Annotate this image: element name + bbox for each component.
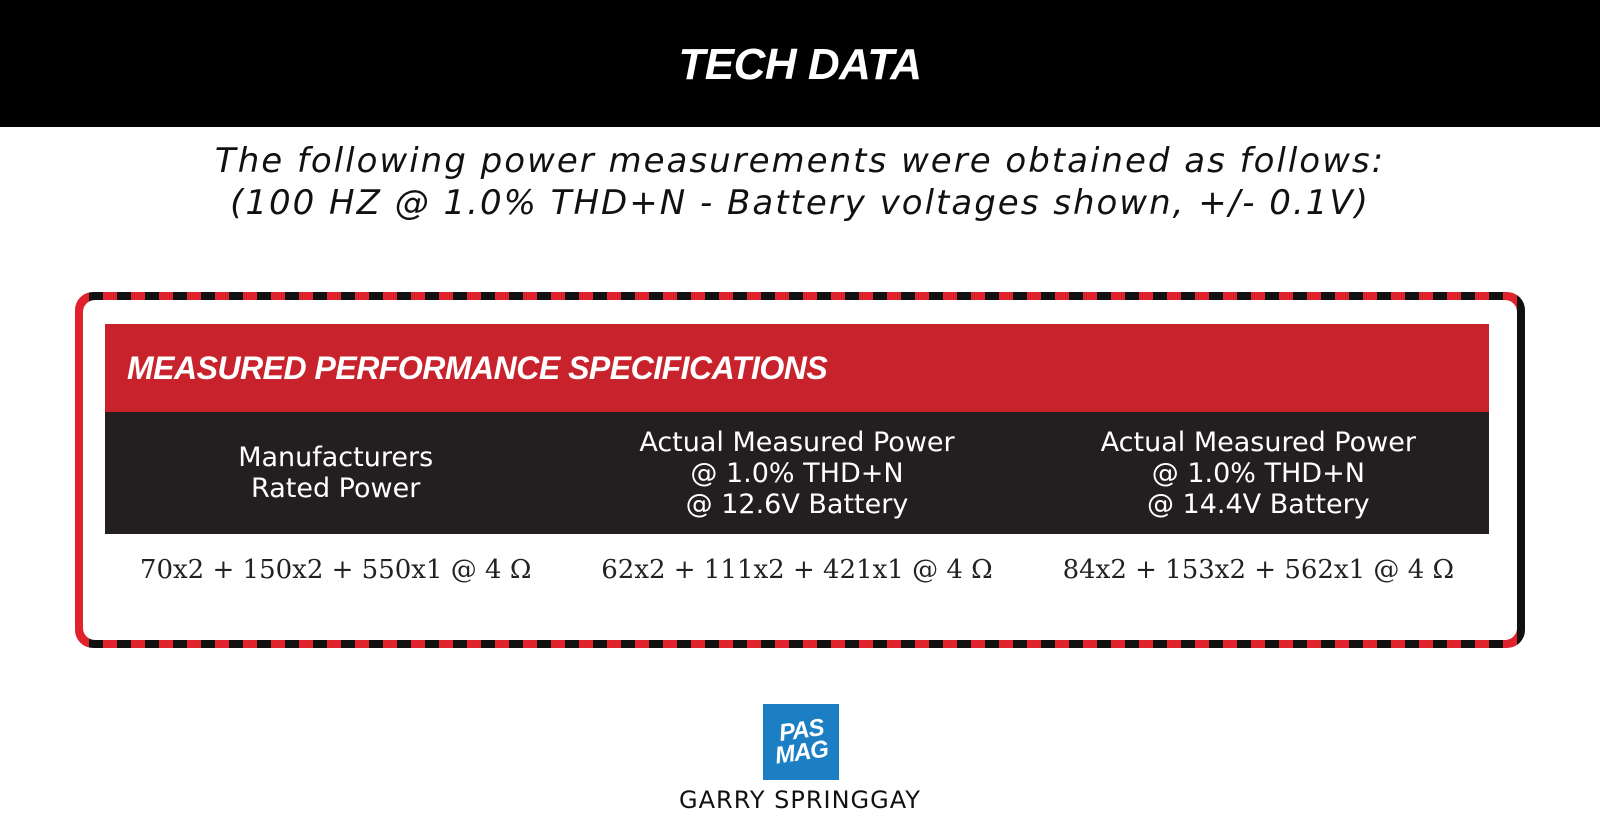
logo-text-bottom: MAG xyxy=(772,735,830,770)
column-header-line: @ 12.6V Battery xyxy=(685,488,909,520)
cell-measured-14-4v: 84x2 + 153x2 + 562x1 @ 4 Ω xyxy=(1062,555,1455,585)
column-header-line: Rated Power xyxy=(251,473,421,504)
subtitle-line-1: The following power measurements were ob… xyxy=(214,141,1386,181)
column-header-line: Manufacturers xyxy=(238,442,434,473)
column-header-rated-power: Manufacturers Rated Power xyxy=(105,412,566,534)
top-banner: TECH DATA xyxy=(0,0,1600,127)
column-header-line: Actual Measured Power xyxy=(639,426,955,458)
column-header-line: Actual Measured Power xyxy=(1100,426,1416,458)
column-header-line: @ 1.0% THD+N xyxy=(690,457,904,489)
subtitle-line-2: (100 HZ @ 1.0% THD+N - Battery voltages … xyxy=(230,183,1370,223)
spec-table-title: MEASURED PERFORMANCE SPECIFICATIONS xyxy=(127,349,828,386)
column-header-line: @ 1.0% THD+N xyxy=(1151,457,1365,489)
column-header-line: @ 14.4V Battery xyxy=(1146,488,1370,520)
spec-frame: MEASURED PERFORMANCE SPECIFICATIONS Manu… xyxy=(75,292,1525,648)
pasmag-logo: PAS MAG xyxy=(763,704,839,780)
cell-rated-power: 70x2 + 150x2 + 550x1 @ 4 Ω xyxy=(139,555,532,585)
spec-frame-inner: MEASURED PERFORMANCE SPECIFICATIONS Manu… xyxy=(83,300,1517,640)
cell-measured-12-6v: 62x2 + 111x2 + 421x1 @ 4 Ω xyxy=(601,555,993,585)
spec-table-title-bar: MEASURED PERFORMANCE SPECIFICATIONS xyxy=(105,324,1489,412)
author-name: GARRY SPRINGGAY xyxy=(679,786,921,814)
column-header-measured-14-4v: Actual Measured Power @ 1.0% THD+N @ 14.… xyxy=(1028,412,1489,534)
column-header-measured-12-6v: Actual Measured Power @ 1.0% THD+N @ 12.… xyxy=(566,412,1027,534)
column-header-row: Manufacturers Rated Power Actual Measure… xyxy=(105,412,1489,534)
measurement-conditions: The following power measurements were ob… xyxy=(0,140,1600,224)
banner-title: TECH DATA xyxy=(678,39,922,89)
table-row: 70x2 + 150x2 + 550x1 @ 4 Ω 62x2 + 111x2 … xyxy=(105,534,1489,606)
